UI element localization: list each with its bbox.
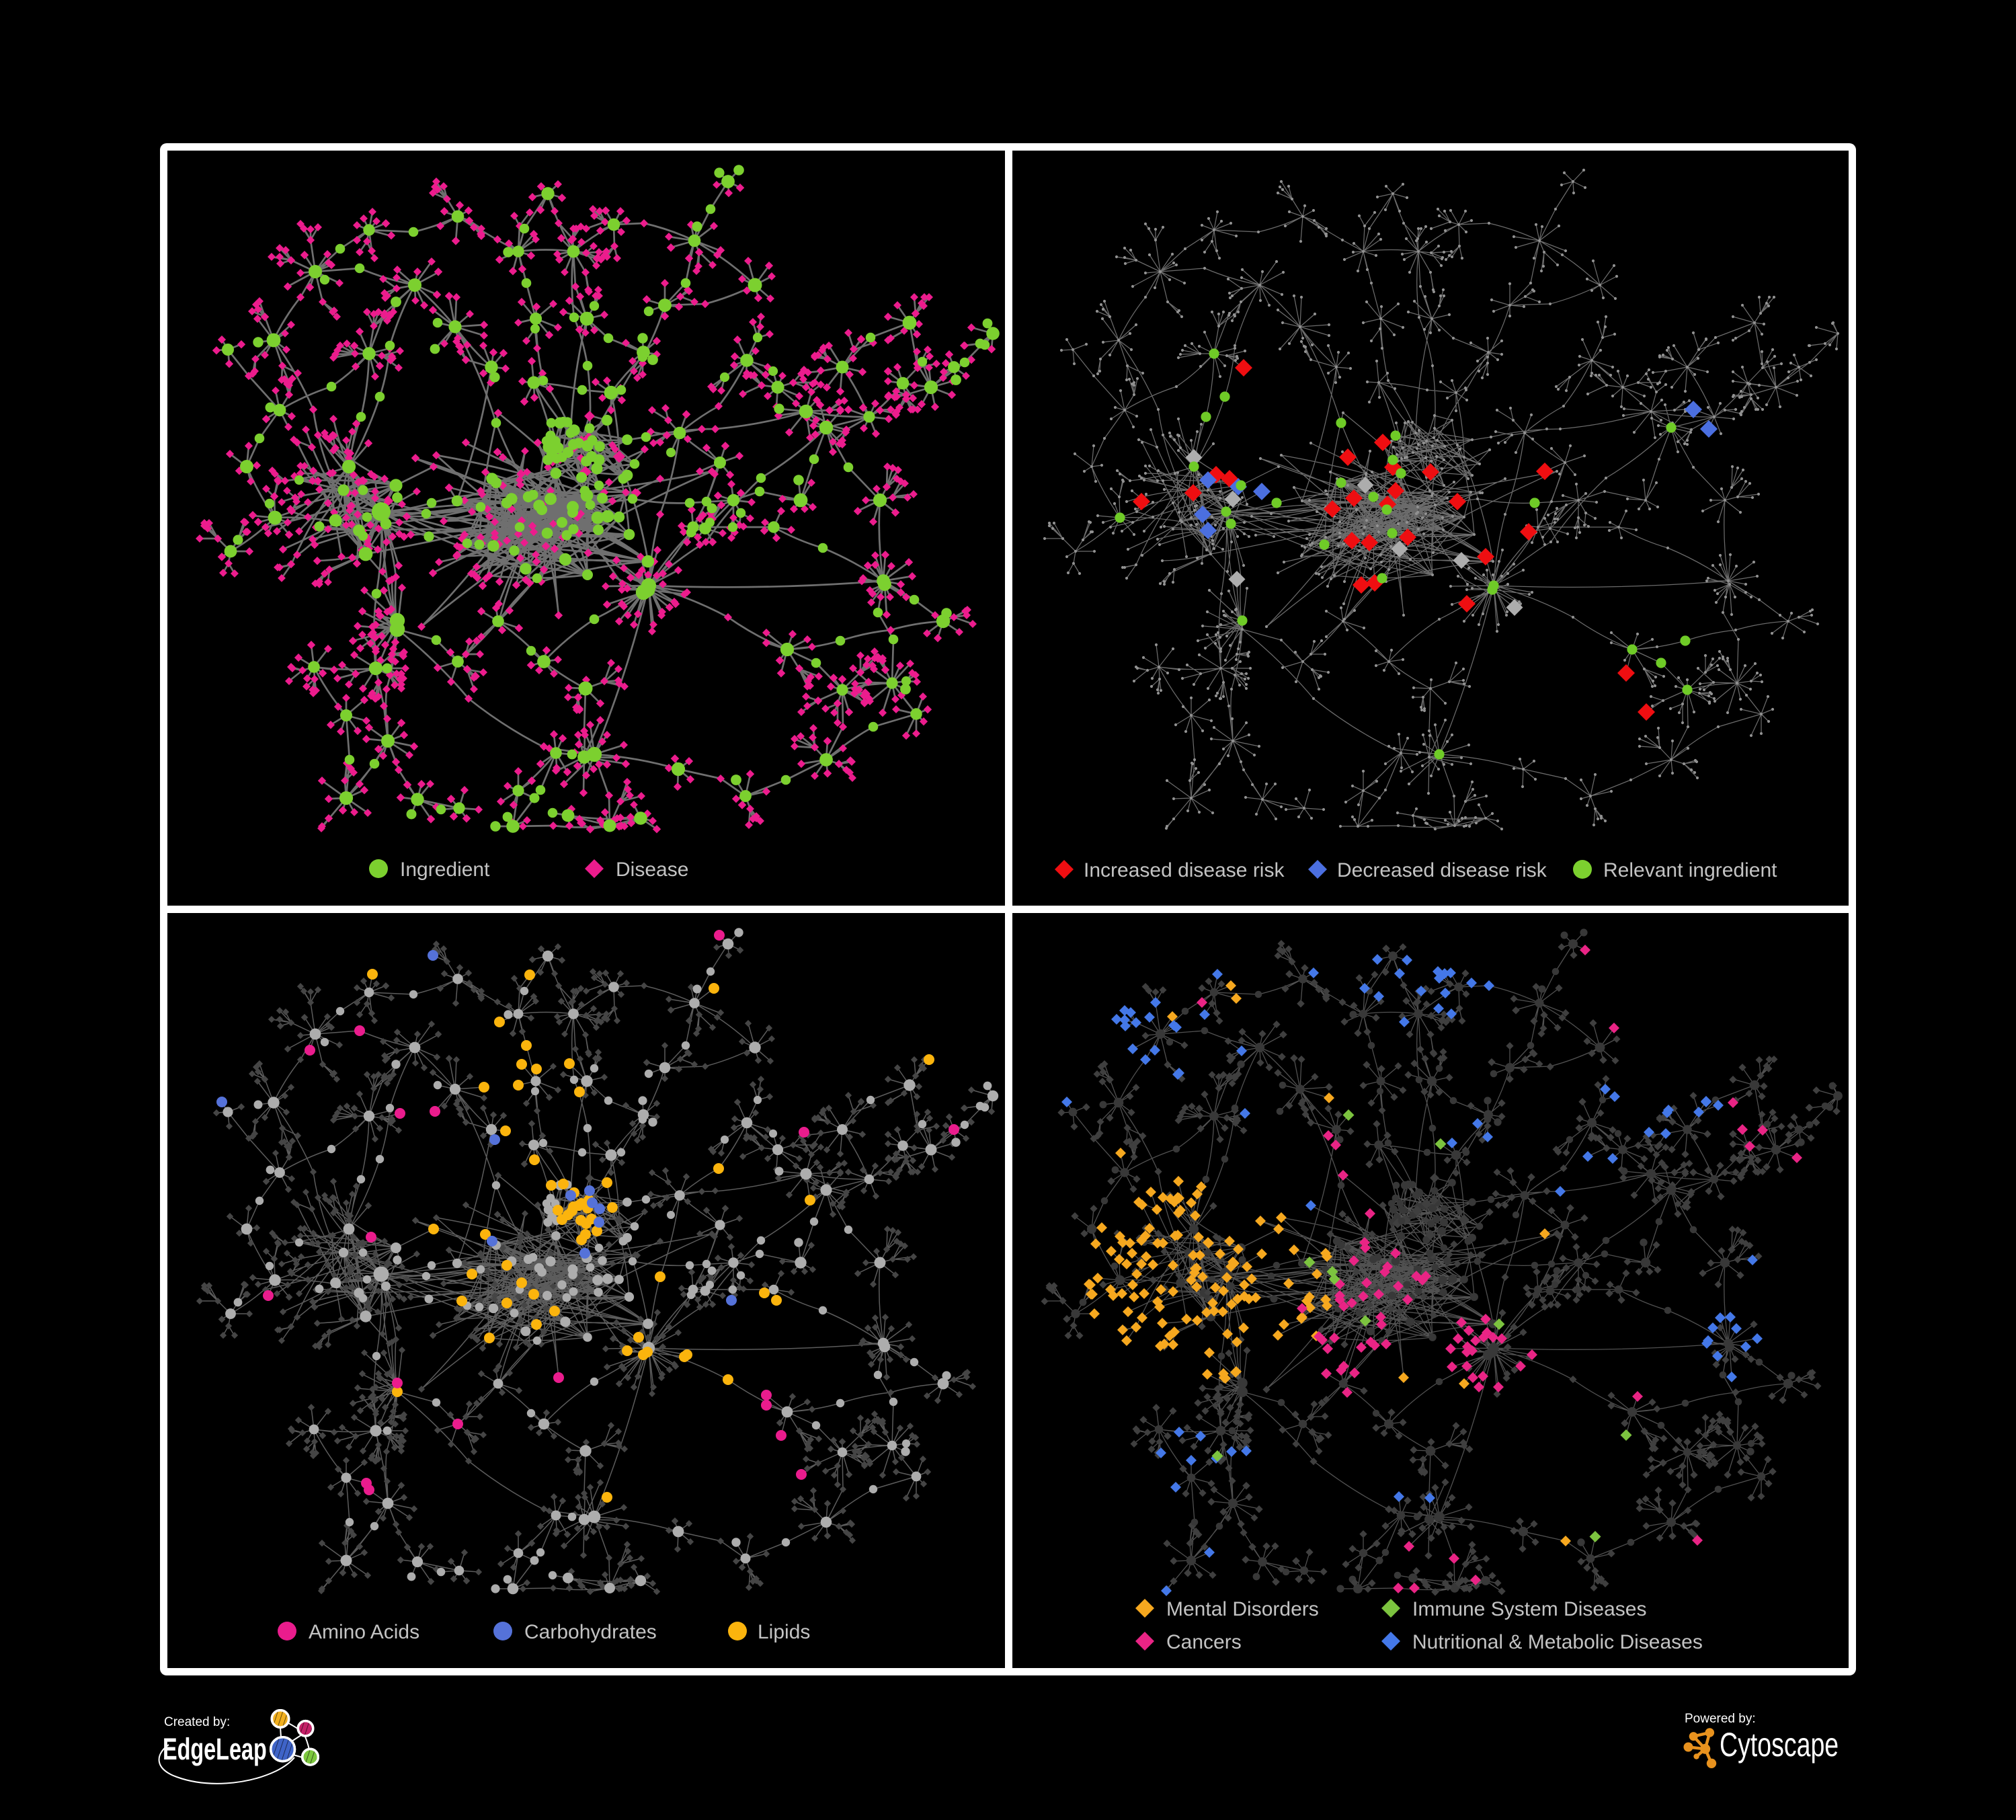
svg-text:EdgeLeap: EdgeLeap bbox=[163, 1733, 267, 1766]
svg-text:Amino Acids: Amino Acids bbox=[309, 1621, 419, 1643]
svg-text:Relevant ingredient: Relevant ingredient bbox=[1603, 859, 1777, 881]
svg-text:Decreased disease risk: Decreased disease risk bbox=[1337, 859, 1547, 881]
svg-text:Lipids: Lipids bbox=[758, 1621, 810, 1643]
svg-text:Powered by:: Powered by: bbox=[1685, 1712, 1756, 1726]
svg-text:Cancers: Cancers bbox=[1166, 1631, 1242, 1653]
svg-text:Mental Disorders: Mental Disorders bbox=[1166, 1598, 1319, 1620]
svg-text:Immune System Diseases: Immune System Diseases bbox=[1412, 1598, 1646, 1620]
svg-text:Created by:: Created by: bbox=[164, 1715, 230, 1729]
svg-text:Cytoscape: Cytoscape bbox=[1720, 1727, 1839, 1764]
svg-text:Disease: Disease bbox=[616, 859, 688, 881]
svg-text:Carbohydrates: Carbohydrates bbox=[524, 1621, 657, 1643]
svg-text:Nutritional & Metabolic Diseas: Nutritional & Metabolic Diseases bbox=[1412, 1631, 1703, 1653]
svg-text:Increased disease risk: Increased disease risk bbox=[1084, 859, 1285, 881]
svg-text:Ingredient: Ingredient bbox=[400, 859, 490, 881]
